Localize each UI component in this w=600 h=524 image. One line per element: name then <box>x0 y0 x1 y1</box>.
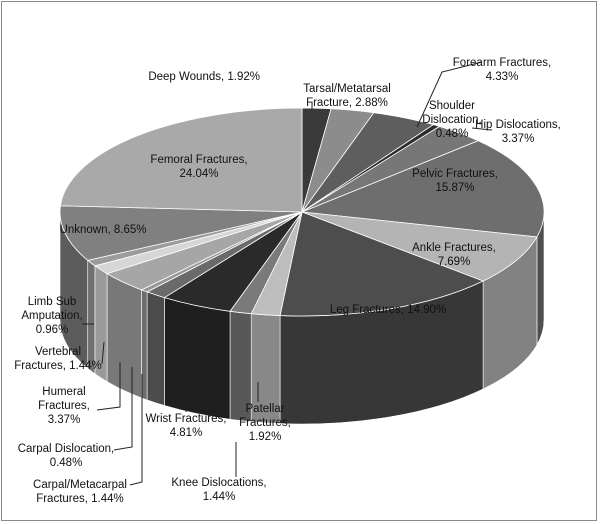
leader-line-carpal-metacarpal-fractures <box>129 374 143 486</box>
data-label-limb-sub-amputation: Limb Sub Amputation, 0.96% <box>21 296 82 336</box>
data-label-unknown: Unknown, 8.65% <box>60 224 147 236</box>
data-label-tarsal-metatarsal-fracture: Tarsal/Metatarsal Fracture, 2.88% <box>303 83 391 109</box>
pie-side-wrist-fractures <box>164 297 231 420</box>
leader-line-forearm-fractures <box>416 61 483 128</box>
pie-slice-femoral-fractures <box>59 107 303 213</box>
data-label-forearm-fractures: Forearm Fractures, 4.33% <box>453 57 551 83</box>
leader-line-carpal-dislocation <box>113 367 133 451</box>
data-label-humeral-fractures: Humeral Fractures, 3.37% <box>38 386 90 426</box>
data-label-knee-dislocations: Knee Dislocations, 1.44% <box>171 477 266 503</box>
data-label-carpal-metacarpal-fractures: Carpal/Metacarpal Fractures, 1.44% <box>33 479 127 505</box>
pie-side-carpal-metacarpal-fractures <box>146 291 165 406</box>
data-label-ankle-fractures: Ankle Fractures, 7.69% <box>412 242 496 268</box>
leader-lines <box>82 61 493 486</box>
pie-slice-pelvic-fractures <box>301 140 545 238</box>
leader-line-humeral-fractures <box>96 362 121 411</box>
pie-slice-ankle-fractures <box>301 211 538 282</box>
pie-top <box>59 107 545 317</box>
data-label-deep-wounds: Deep Wounds, 1.92% <box>148 71 260 83</box>
pie-slice-leg-fractures <box>279 211 485 317</box>
pie-side-humeral-fractures <box>106 273 142 399</box>
pie-slice-unknown <box>59 205 303 261</box>
pie-side-limb-sub-amputation <box>87 259 96 375</box>
data-label-vertebral-fractures: Vertebral Fractures, 1.44% <box>14 346 102 372</box>
data-label-hip-dislocations: Hip Dislocations, 3.37% <box>475 119 561 145</box>
data-label-femoral-fractures: Femoral Fractures, 24.04% <box>150 154 247 180</box>
data-label-leg-fractures: Leg Fractures, 14.90% <box>330 304 446 316</box>
data-label-pelvic-fractures: Pelvic Fractures, 15.87% <box>412 168 498 194</box>
pie-side-walls <box>59 211 545 425</box>
data-label-wrist-fractures: Wrist Fractures, 4.81% <box>146 413 227 439</box>
leader-line-vertebral-fractures <box>101 341 105 365</box>
data-labels: Deep Wounds, 1.92% Tarsal/Metatarsal Fract… <box>14 57 561 505</box>
data-label-patellar-fractures: Patellar Fractures, 1.92% <box>239 403 291 443</box>
data-label-shoulder-dislocation: Shoulder Dislocation, 0.48% <box>422 100 481 140</box>
data-label-carpal-dislocation: Carpal Dislocation, 0.48% <box>18 443 115 469</box>
leader-line-hip-dislocations <box>471 127 493 131</box>
